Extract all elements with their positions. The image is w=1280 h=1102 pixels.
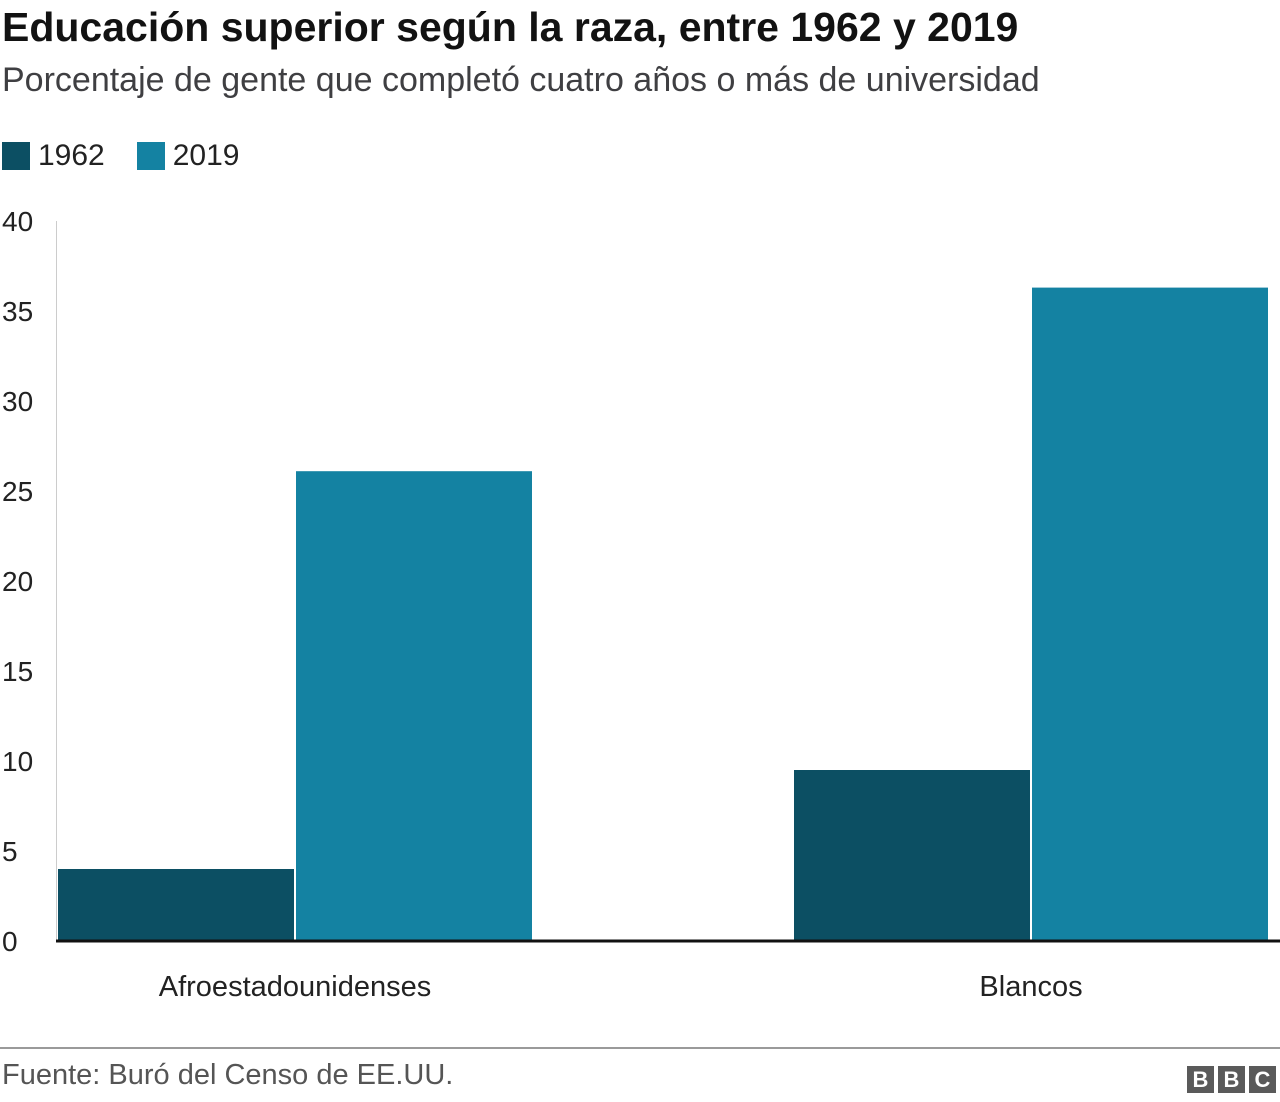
legend-label-1962: 1962 <box>38 139 105 172</box>
legend-item-1962: 1962 <box>2 139 105 173</box>
legend-label-2019: 2019 <box>172 139 240 172</box>
bar-2019-0 <box>296 471 532 941</box>
bar-2019-1 <box>1032 287 1268 942</box>
y-tick-label: 10 <box>2 746 33 777</box>
y-tick-label: 25 <box>2 476 33 507</box>
footer-divider <box>0 1047 1280 1049</box>
bar-1962-1 <box>794 770 1030 941</box>
y-tick-label: 15 <box>2 656 33 687</box>
chart-title: Educación superior según la raza, entre … <box>2 4 1019 50</box>
y-tick-label: 40 <box>2 206 33 237</box>
legend-swatch-1962 <box>2 142 30 170</box>
y-tick-label: 20 <box>2 566 33 597</box>
source-note: Fuente: Buró del Censo de EE.UU. <box>2 1059 454 1091</box>
bbc-logo: B B C <box>1183 1066 1276 1093</box>
bar-chart: 0 5 10 15 20 25 30 35 40 Afroestadounidenses Blanc… <box>2 206 1280 1003</box>
y-tick-label: 0 <box>2 926 18 957</box>
y-tick-label: 35 <box>2 296 33 327</box>
legend-swatch-2019 <box>136 142 165 170</box>
x-category-label: Afroestadounidenses <box>159 971 431 1003</box>
bbc-logo-letter: C <box>1249 1066 1276 1093</box>
chart-subtitle: Porcentaje de gente que completó cuatro … <box>2 61 1040 99</box>
legend-item-2019: 2019 <box>136 139 240 173</box>
bar-1962-0 <box>58 869 294 941</box>
x-category-label: Blancos <box>979 971 1082 1003</box>
y-tick-label: 5 <box>2 836 18 867</box>
y-tick-label: 30 <box>2 386 33 417</box>
bbc-logo-letter: B <box>1218 1066 1245 1093</box>
legend: 1962 2019 <box>2 136 272 176</box>
bbc-logo-letter: B <box>1187 1066 1214 1093</box>
